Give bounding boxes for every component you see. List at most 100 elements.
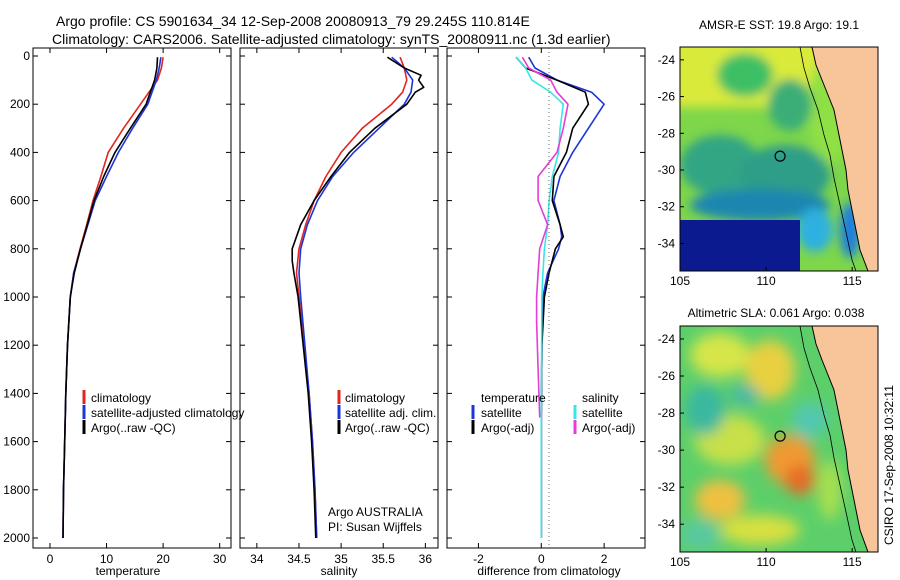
- sla-ytick-label: -26: [658, 369, 676, 383]
- sla-shelf-contour: [799, 326, 857, 552]
- sst-xtick-label: 110: [757, 274, 776, 288]
- legend-label-satellite-adjusted: satellite-adjusted climatology: [91, 406, 244, 420]
- sst-xtick-label: 105: [670, 274, 690, 288]
- depth-tick-label: 2000: [3, 531, 30, 545]
- sla-eddy-f: [685, 385, 725, 435]
- difference-xtick-label: 2: [601, 552, 608, 566]
- sla-eddy-k: [792, 402, 828, 438]
- legend-label-temp-satellite: satellite: [481, 406, 522, 420]
- depth-tick-label: 1800: [3, 483, 30, 497]
- salinity-series: [291, 56, 425, 539]
- argo-attribution-line2: PI: Susan Wijffels: [328, 520, 422, 534]
- temperature-xtick-label: 10: [100, 552, 114, 566]
- difference-axes: -2 0 2: [447, 48, 645, 566]
- depth-tick-label: 200: [10, 97, 30, 111]
- sla-xtick-label: 110: [757, 555, 776, 569]
- sst-patch-a: [717, 53, 773, 97]
- legend-label-sal-satellite: satellite: [582, 406, 623, 420]
- sst-cold-south: [680, 220, 800, 271]
- temperature-axes: 0 10 20 30 0 200 400 600 800 1000 1200 1400 1600 1800…: [3, 48, 231, 566]
- sla-xtick-label: 115: [843, 555, 862, 569]
- series-temperature-satellite: [528, 56, 605, 538]
- sla-eddy-d: [785, 465, 815, 495]
- series-argo-raw-qc-: [62, 57, 159, 539]
- sla-map-frame: [679, 325, 879, 553]
- sst-argo-marker: [774, 150, 786, 162]
- series-argo-raw-qc-: [291, 56, 425, 539]
- temperature-series: [62, 57, 164, 539]
- sla-eddy-l: [818, 460, 842, 520]
- sst-map-axes: 105 110 115 -24 -26 -28 -30 -32 -34: [658, 53, 862, 288]
- depth-tick-label: 1000: [3, 290, 30, 304]
- series-satellite-adjusted-climatology: [62, 57, 162, 539]
- sst-ytick-label: -26: [658, 90, 676, 104]
- temperature-xlabel: temperature: [96, 564, 161, 578]
- sst-patch-f: [797, 208, 833, 252]
- salinity-axes: 34 34.5 35 35.5 36: [240, 48, 438, 566]
- salinity-xtick-label: 36: [419, 552, 433, 566]
- sla-land: [812, 326, 878, 552]
- difference-xtick-label: -2: [473, 552, 484, 566]
- sst-ytick-label: -28: [658, 126, 676, 140]
- difference-xtick-label: 0: [538, 552, 545, 566]
- temperature-xtick-label: 30: [213, 552, 227, 566]
- difference-series: [515, 56, 605, 538]
- sla-eddy-h: [695, 480, 745, 520]
- legend-label-argo: Argo(..raw -QC): [345, 421, 430, 435]
- difference-legend: temperature satellite Argo(-adj) salinit…: [471, 391, 635, 435]
- legend-title-salinity: salinity: [582, 391, 619, 405]
- salinity-legend: climatology satellite adj. clim. Argo(..…: [328, 390, 436, 534]
- sst-patch-b: [768, 79, 812, 131]
- sst-map-title: AMSR-E SST: 19.8 Argo: 19.1: [699, 18, 859, 32]
- sla-eddy-a: [690, 333, 750, 377]
- sla-coastline: [811, 326, 869, 552]
- sla-eddy-b: [745, 340, 795, 400]
- sla-ytick-label: -28: [658, 406, 676, 420]
- salinity-panel-frame: [239, 47, 439, 549]
- legend-label-sal-argo: Argo(-adj): [582, 421, 635, 435]
- sst-ytick-label: -30: [658, 163, 676, 177]
- temperature-legend: climatology satellite-adjusted climatolo…: [82, 390, 244, 435]
- sla-ytick-label: -30: [658, 443, 676, 457]
- salinity-xtick-label: 34.5: [287, 552, 311, 566]
- legend-title-temperature: temperature: [481, 391, 546, 405]
- figure-title-line1: Argo profile: CS 5901634_34 12-Sep-2008 …: [56, 13, 530, 29]
- depth-tick-label: 400: [10, 145, 30, 159]
- series-salinity-satellite: [515, 56, 565, 538]
- legend-label-temp-argo: Argo(-adj): [481, 421, 534, 435]
- sst-ytick-label: -24: [658, 53, 676, 67]
- salinity-xtick-label: 34: [250, 552, 264, 566]
- depth-tick-label: 0: [23, 49, 30, 63]
- legend-label-climatology: climatology: [91, 391, 151, 405]
- series-climatology: [62, 57, 164, 539]
- sst-map-frame: [679, 46, 879, 272]
- temperature-xtick-label: 0: [47, 552, 54, 566]
- depth-tick-label: 800: [10, 242, 30, 256]
- sla-ytick-label: -32: [658, 480, 676, 494]
- depth-tick-label: 1200: [3, 338, 30, 352]
- legend-label-satellite-adj: satellite adj. clim.: [345, 406, 436, 420]
- temperature-panel-frame: [32, 47, 232, 549]
- sla-map: [680, 326, 878, 552]
- sla-eddy-g: [730, 385, 760, 405]
- sst-land: [812, 47, 878, 271]
- salinity-xtick-label: 35: [334, 552, 348, 566]
- sst-patch-c: [680, 135, 760, 195]
- argo-attribution-line1: Argo AUSTRALIA: [328, 505, 423, 519]
- temperature-xtick-label: 20: [156, 552, 170, 566]
- sst-xtick-label: 115: [843, 274, 862, 288]
- series-satellite-adj-clim-: [298, 56, 414, 539]
- sla-field: [680, 333, 842, 550]
- sst-map: [680, 47, 878, 271]
- sst-ytick-label: -32: [658, 200, 676, 214]
- sla-eddy-j: [680, 520, 720, 550]
- series-salinity-argo-adj-: [521, 56, 569, 418]
- depth-tick-label: 600: [10, 194, 30, 208]
- series-temperature-argo-adj-: [515, 56, 590, 538]
- csiro-timestamp: CSIRO 17-Sep-2008 10:32:11: [882, 385, 896, 545]
- difference-panel-frame: [446, 47, 646, 549]
- sla-argo-marker: [774, 430, 786, 442]
- sla-map-axes: 105 110 115 -24 -26 -28 -30 -32 -34: [658, 332, 862, 569]
- depth-tick-label: 1400: [3, 386, 30, 400]
- sst-shelf-contour: [799, 47, 857, 271]
